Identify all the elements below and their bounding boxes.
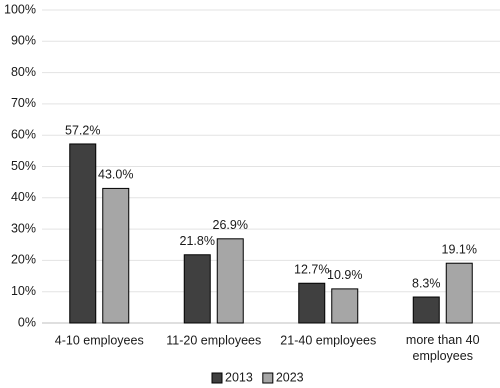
y-tick-label: 10% — [11, 284, 36, 298]
y-tick-label: 80% — [11, 65, 36, 79]
y-tick-label: 60% — [11, 127, 36, 141]
y-tick-label: 70% — [11, 96, 36, 110]
legend-swatch — [211, 372, 223, 384]
bar — [298, 282, 326, 324]
value-label: 26.9% — [213, 218, 248, 232]
bar — [445, 262, 473, 324]
x-tick-label: 21-40 employees — [280, 333, 376, 347]
legend-label: 2023 — [276, 370, 304, 384]
bar — [216, 238, 244, 324]
value-label: 21.8% — [180, 234, 215, 248]
y-tick-label: 100% — [4, 2, 36, 16]
x-tick-label: 11-20 employees — [166, 333, 261, 347]
y-tick-label: 20% — [11, 253, 36, 267]
x-tick-label: 4-10 employees — [55, 333, 144, 347]
bar — [183, 254, 211, 324]
bar — [412, 296, 440, 324]
bar — [69, 143, 97, 324]
bar — [102, 187, 130, 324]
value-label: 10.9% — [327, 268, 362, 282]
y-tick-label: 50% — [11, 159, 36, 173]
y-tick-label: 0% — [18, 315, 36, 329]
value-label: 19.1% — [442, 243, 477, 257]
legend-swatch — [262, 372, 274, 384]
value-label: 8.3% — [412, 276, 441, 290]
y-tick-label: 90% — [11, 34, 36, 48]
value-label: 57.2% — [65, 123, 100, 137]
legend-label: 2013 — [225, 370, 253, 384]
value-label: 12.7% — [294, 263, 329, 277]
y-tick-label: 40% — [11, 190, 36, 204]
value-label: 43.0% — [98, 168, 133, 182]
bar — [331, 288, 359, 324]
y-tick-label: 30% — [11, 221, 36, 235]
x-tick-label: more than 40 employees — [406, 333, 480, 363]
